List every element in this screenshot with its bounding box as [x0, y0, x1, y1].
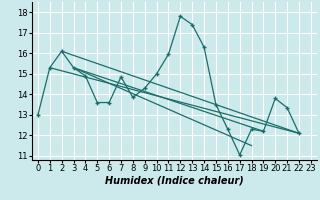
- X-axis label: Humidex (Indice chaleur): Humidex (Indice chaleur): [105, 176, 244, 186]
